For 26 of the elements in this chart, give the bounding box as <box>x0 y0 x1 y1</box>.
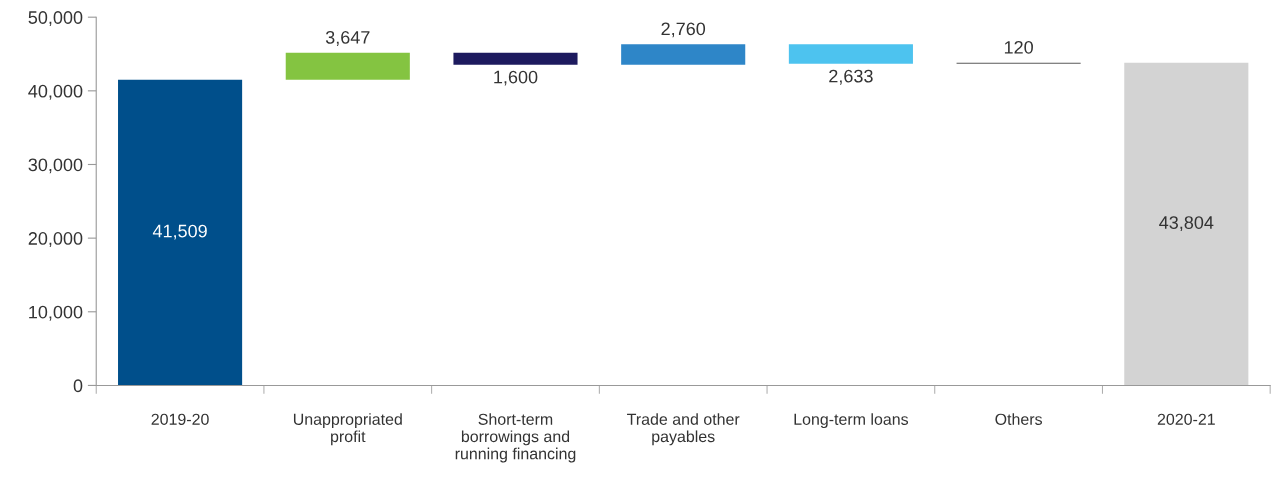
x-tick-label: Trade and other payables <box>627 413 740 446</box>
bar <box>118 79 243 386</box>
bar <box>285 52 410 80</box>
data-label: 120 <box>1004 40 1033 54</box>
y-tick-label: 50,000 <box>28 11 83 27</box>
bar <box>453 52 578 65</box>
y-tick-label: 40,000 <box>28 84 83 100</box>
data-label: 41,509 <box>152 224 207 240</box>
x-tick-label: Unappropriated profit <box>293 413 402 446</box>
data-label: 43,804 <box>1159 216 1214 232</box>
x-tick-label: 2020-21 <box>1157 413 1215 425</box>
y-tick-label: 0 <box>73 379 83 393</box>
bar <box>788 44 913 64</box>
y-tick-label: 30,000 <box>28 158 83 174</box>
data-label: 3,647 <box>325 30 370 46</box>
y-tick-label: 10,000 <box>29 305 83 321</box>
data-label: 2,760 <box>661 22 706 38</box>
x-tick-label: Others <box>995 413 1042 425</box>
x-tick-label: Long-term loans <box>794 413 909 429</box>
x-tick-label: Short-term borrowings and running financing <box>455 413 576 463</box>
data-label: 1,600 <box>494 70 538 86</box>
data-label: 2,633 <box>829 69 873 85</box>
bar <box>621 44 746 65</box>
x-tick-label: 2019-20 <box>151 413 209 425</box>
bar <box>1124 62 1249 386</box>
y-tick-label: 20,000 <box>28 232 83 247</box>
